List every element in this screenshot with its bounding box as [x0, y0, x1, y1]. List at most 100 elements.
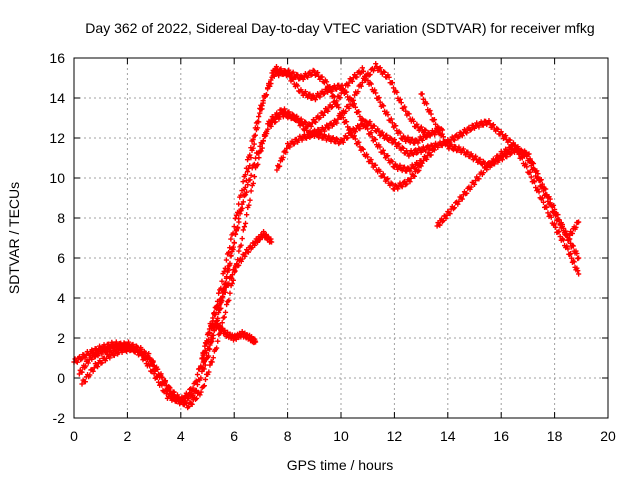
- data-point: [242, 192, 249, 198]
- data-point: [194, 381, 201, 388]
- data-point: [361, 122, 367, 128]
- data-point: [209, 359, 215, 365]
- data-point: [333, 101, 339, 107]
- data-point: [286, 70, 292, 76]
- data-point: [428, 111, 434, 117]
- data-point: [308, 123, 314, 129]
- data-point: [85, 360, 91, 366]
- data-point: [368, 157, 374, 163]
- data-point: [424, 101, 430, 107]
- data-point: [323, 79, 330, 85]
- data-point: [257, 143, 263, 149]
- data-point: [406, 153, 412, 159]
- data-point: [495, 126, 501, 132]
- data-point: [216, 290, 222, 296]
- data-point: [236, 219, 242, 225]
- data-point: [185, 395, 192, 401]
- data-point: [311, 68, 317, 74]
- data-point: [565, 246, 571, 252]
- data-point: [179, 397, 185, 403]
- x-axis-label: GPS time / hours: [287, 457, 394, 473]
- data-point: [431, 117, 438, 123]
- data-point: [315, 70, 321, 76]
- data-point: [295, 115, 301, 121]
- data-point: [138, 346, 144, 352]
- data-point: [202, 362, 208, 368]
- data-point: [455, 201, 461, 207]
- data-point: [200, 383, 206, 390]
- series-pass-4: [199, 61, 432, 371]
- data-point: [151, 371, 157, 377]
- series-pass-5: [274, 118, 582, 277]
- data-point: [539, 195, 545, 201]
- data-point: [394, 89, 400, 95]
- data-point: [410, 151, 416, 158]
- y-tick-label: 10: [49, 170, 65, 186]
- data-point: [368, 81, 374, 87]
- y-axis-label: SDTVAR / TECUs: [6, 182, 22, 294]
- data-point: [405, 134, 411, 140]
- data-point: [256, 113, 262, 120]
- data-point: [228, 236, 234, 242]
- data-point: [199, 365, 205, 371]
- data-point: [407, 179, 413, 185]
- data-point: [411, 173, 418, 179]
- data-point: [224, 301, 230, 308]
- data-point: [540, 199, 547, 205]
- data-point: [523, 161, 529, 167]
- data-point: [282, 110, 289, 116]
- data-point: [379, 129, 385, 135]
- data-point: [90, 368, 96, 374]
- data-point: [576, 271, 582, 277]
- data-point: [220, 315, 226, 321]
- data-point: [290, 76, 296, 82]
- data-point: [463, 152, 469, 158]
- data-point: [299, 121, 305, 127]
- data-point: [303, 135, 310, 141]
- data-point: [225, 266, 231, 272]
- data-point: [422, 148, 429, 154]
- data-point: [354, 74, 360, 80]
- data-point: [464, 190, 470, 196]
- data-point: [357, 126, 363, 132]
- data-point: [503, 133, 509, 139]
- data-point: [197, 392, 203, 398]
- data-point: [340, 139, 346, 145]
- x-tick-labels: 0 2 4 6 8 10 12 14 16 18 20: [70, 428, 616, 444]
- data-point: [360, 68, 367, 74]
- data-point: [360, 146, 366, 152]
- data-point: [425, 143, 431, 149]
- data-point: [251, 133, 257, 139]
- data-point: [475, 159, 481, 165]
- data-point: [305, 74, 311, 80]
- data-point: [226, 297, 232, 303]
- data-point: [398, 100, 404, 106]
- data-point: [345, 135, 351, 141]
- data-point: [239, 235, 245, 242]
- data-point: [447, 211, 453, 217]
- data-point: [371, 123, 377, 129]
- data-point: [325, 108, 331, 114]
- data-point: [423, 127, 429, 133]
- data-point: [473, 153, 479, 159]
- data-point: [285, 115, 291, 121]
- x-tick-label: 20: [600, 428, 616, 444]
- data-point: [303, 119, 309, 125]
- data-point: [155, 366, 161, 372]
- data-point: [309, 71, 315, 78]
- data-point: [207, 342, 213, 348]
- y-tick-label: 2: [57, 330, 65, 346]
- data-point: [221, 314, 228, 320]
- data-point: [384, 132, 390, 138]
- data-point: [367, 119, 373, 125]
- data-point: [272, 119, 279, 125]
- data-point: [219, 278, 225, 284]
- data-point: [210, 355, 216, 361]
- data-point: [175, 394, 181, 400]
- data-point: [451, 137, 458, 143]
- data-point: [163, 390, 169, 397]
- data-point: [240, 199, 246, 205]
- data-point: [319, 74, 325, 80]
- data-point: [242, 184, 248, 191]
- data-point: [420, 96, 426, 102]
